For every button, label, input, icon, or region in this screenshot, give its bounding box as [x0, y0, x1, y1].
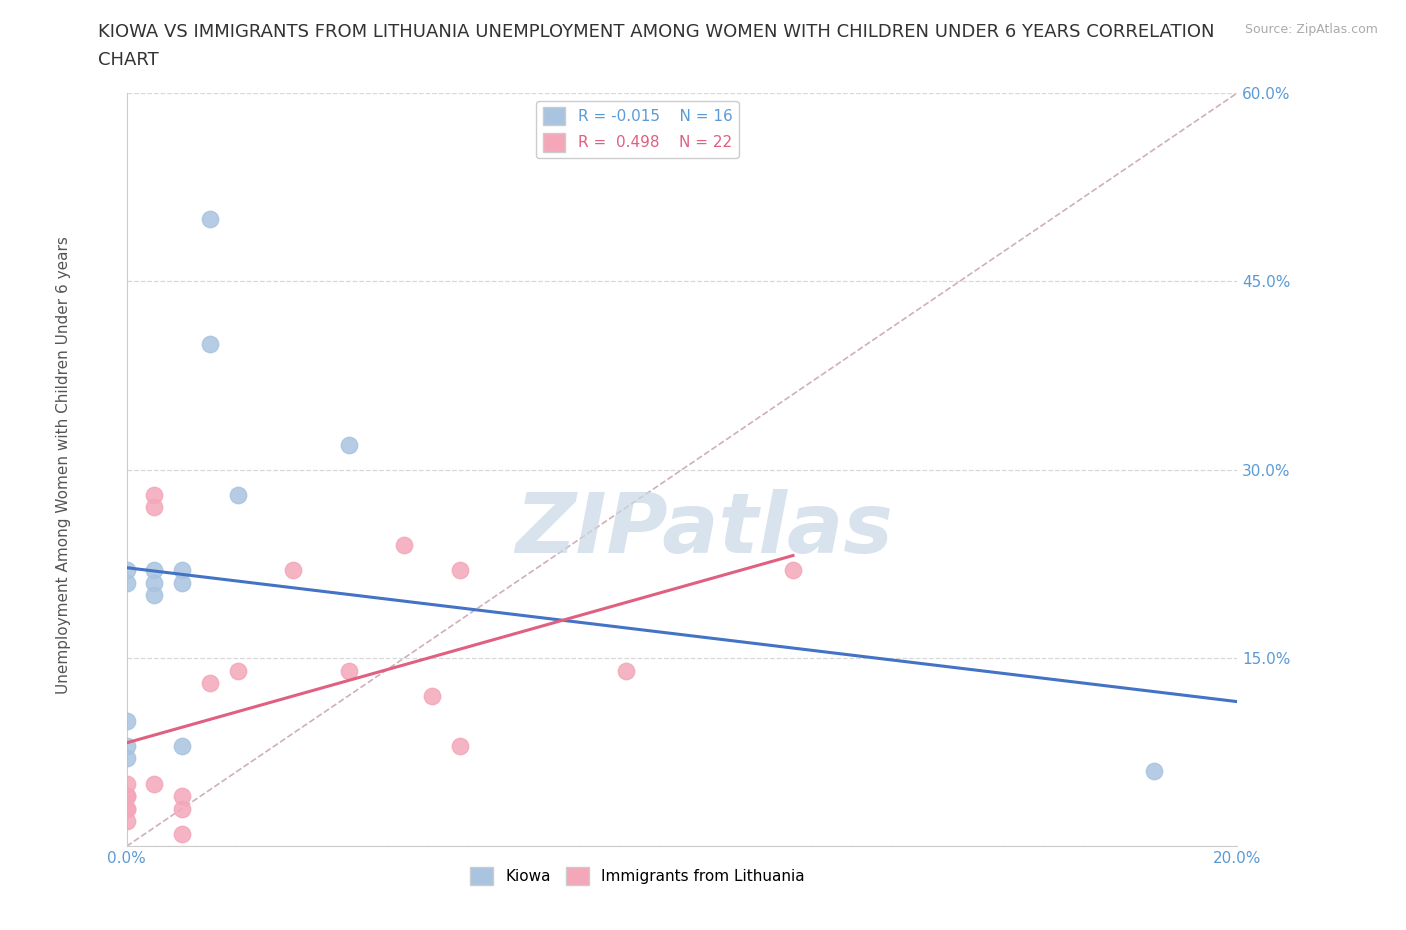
- Point: [115, 814, 138, 829]
- Text: CHART: CHART: [98, 51, 159, 69]
- Point: [226, 663, 249, 678]
- Legend: Kiowa, Immigrants from Lithuania: Kiowa, Immigrants from Lithuania: [464, 860, 811, 891]
- Text: ZIPatlas: ZIPatlas: [515, 489, 893, 570]
- Point: [782, 563, 804, 578]
- Text: Source: ZipAtlas.com: Source: ZipAtlas.com: [1244, 23, 1378, 36]
- Point: [115, 563, 138, 578]
- Point: [115, 575, 138, 591]
- Point: [337, 663, 360, 678]
- Point: [172, 575, 194, 591]
- Point: [449, 738, 471, 753]
- Point: [115, 789, 138, 804]
- Point: [115, 713, 138, 728]
- Point: [172, 789, 194, 804]
- Point: [172, 827, 194, 842]
- Point: [172, 802, 194, 817]
- Point: [143, 776, 166, 790]
- Point: [143, 575, 166, 591]
- Point: [198, 337, 221, 352]
- Point: [1143, 764, 1166, 778]
- Point: [394, 538, 416, 552]
- Point: [115, 802, 138, 817]
- Point: [614, 663, 637, 678]
- Point: [143, 487, 166, 502]
- Point: [198, 675, 221, 690]
- Point: [143, 500, 166, 515]
- Point: [172, 563, 194, 578]
- Point: [172, 738, 194, 753]
- Text: Unemployment Among Women with Children Under 6 years: Unemployment Among Women with Children U…: [56, 236, 70, 694]
- Point: [115, 789, 138, 804]
- Point: [115, 751, 138, 766]
- Text: KIOWA VS IMMIGRANTS FROM LITHUANIA UNEMPLOYMENT AMONG WOMEN WITH CHILDREN UNDER : KIOWA VS IMMIGRANTS FROM LITHUANIA UNEMP…: [98, 23, 1215, 41]
- Point: [143, 563, 166, 578]
- Point: [226, 487, 249, 502]
- Point: [115, 776, 138, 790]
- Point: [337, 437, 360, 452]
- Point: [198, 211, 221, 226]
- Point: [449, 563, 471, 578]
- Point: [143, 588, 166, 603]
- Point: [281, 563, 304, 578]
- Point: [115, 738, 138, 753]
- Point: [420, 688, 443, 703]
- Point: [115, 802, 138, 817]
